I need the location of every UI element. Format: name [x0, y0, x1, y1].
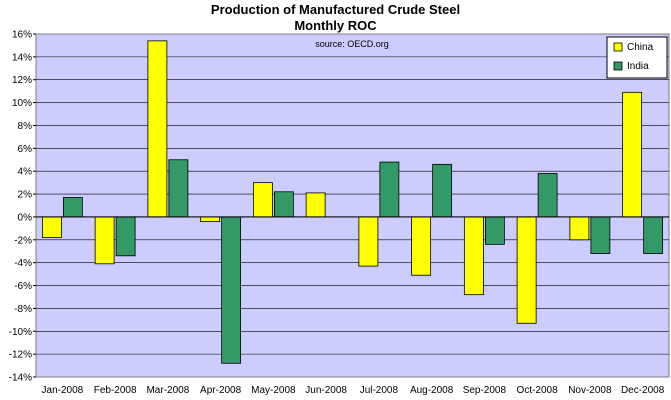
bar-india: [115, 216, 136, 257]
plot-area: [35, 33, 670, 378]
x-tick-label: Aug-2008: [410, 385, 454, 396]
y-tick-label: 14%: [12, 52, 32, 63]
x-tick-label: Oct-2008: [517, 385, 559, 396]
bar-india: [273, 191, 294, 218]
legend-label-india: India: [627, 61, 649, 72]
bar-india: [221, 216, 242, 364]
legend-swatch-china: [613, 42, 623, 52]
x-tick-label: Jun-2008: [305, 385, 347, 396]
bar-india: [643, 216, 664, 254]
bar-india: [432, 163, 453, 218]
y-tick-label: 12%: [12, 75, 32, 86]
x-tick-label: Jan-2008: [42, 385, 84, 396]
bar-india: [168, 159, 189, 218]
bar-india: [484, 216, 505, 245]
chart-title: Production of Manufactured Crude Steel: [210, 2, 461, 17]
x-tick-label: May-2008: [251, 385, 296, 396]
x-tick-label: Mar-2008: [146, 385, 189, 396]
x-tick-label: Apr-2008: [200, 385, 242, 396]
bar-china: [622, 91, 643, 218]
bar-china: [252, 182, 273, 218]
y-tick-label: -14%: [9, 373, 32, 384]
y-tick-label: -8%: [14, 304, 32, 315]
y-tick-label: 8%: [18, 121, 33, 132]
bar-india: [590, 216, 611, 254]
x-tick-label: Nov-2008: [568, 385, 612, 396]
bar-china: [94, 216, 115, 265]
legend-label-china: China: [627, 42, 654, 53]
x-tick-label: Sep-2008: [463, 385, 507, 396]
bar-china: [358, 216, 379, 267]
y-tick-label: 16%: [12, 30, 32, 41]
bar-india: [379, 161, 400, 218]
y-tick-label: 10%: [12, 98, 32, 109]
y-tick-label: -10%: [9, 327, 32, 338]
y-tick-label: -6%: [14, 281, 32, 292]
bar-china: [41, 216, 62, 238]
x-tick-label: Feb-2008: [94, 385, 137, 396]
legend: China India: [606, 36, 668, 79]
bar-china: [516, 216, 537, 324]
y-tick-label: 0%: [18, 212, 33, 223]
x-tick-label: Dec-2008: [621, 385, 665, 396]
y-tick-label: -12%: [9, 350, 32, 361]
bar-china: [463, 216, 484, 296]
x-tick-label: Jul-2008: [360, 385, 399, 396]
y-tick-label: -2%: [14, 235, 32, 246]
bar-india: [537, 173, 558, 218]
bar-china: [569, 216, 590, 241]
source-annotation: source: OECD.org: [315, 39, 389, 49]
y-tick-label: 4%: [18, 167, 33, 178]
bar-china: [305, 192, 326, 218]
bar-china: [147, 40, 168, 218]
bar-china: [411, 216, 432, 276]
y-tick-label: 2%: [18, 190, 33, 201]
y-tick-label: -4%: [14, 258, 32, 269]
legend-swatch-india: [613, 61, 623, 71]
y-tick-label: 6%: [18, 144, 33, 155]
bar-china: [200, 216, 221, 222]
chart-subtitle: Monthly ROC: [294, 18, 377, 33]
bar-india: [62, 197, 83, 218]
